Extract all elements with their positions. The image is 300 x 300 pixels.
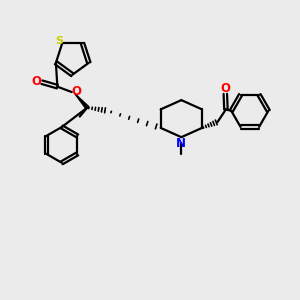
Text: S: S [55,36,63,46]
Text: O: O [72,85,82,98]
Text: N: N [176,136,186,150]
Polygon shape [75,94,88,109]
Text: O: O [32,75,42,88]
Text: O: O [220,82,230,95]
